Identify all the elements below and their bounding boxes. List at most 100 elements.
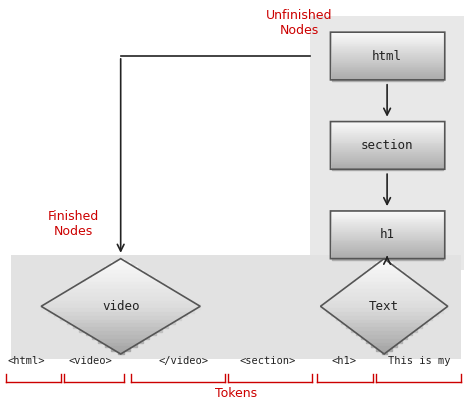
Bar xyxy=(332,240,443,242)
Bar xyxy=(332,131,443,134)
Bar xyxy=(336,316,432,320)
Bar xyxy=(332,53,443,56)
Bar xyxy=(332,46,443,48)
Bar xyxy=(332,162,443,164)
Bar xyxy=(326,308,443,312)
Bar xyxy=(332,135,443,138)
Bar xyxy=(332,144,443,148)
Bar xyxy=(332,78,443,81)
Bar xyxy=(332,234,443,237)
Bar xyxy=(118,259,124,263)
Bar xyxy=(92,274,149,278)
Bar xyxy=(60,293,181,297)
Bar xyxy=(332,249,443,252)
Bar xyxy=(332,143,443,145)
Bar xyxy=(86,278,156,282)
Bar xyxy=(332,141,443,143)
Text: Unfinished
Nodes: Unfinished Nodes xyxy=(266,9,333,37)
Bar xyxy=(73,323,169,328)
Bar xyxy=(332,70,443,73)
Text: html: html xyxy=(372,49,402,62)
Bar xyxy=(332,156,443,159)
Bar xyxy=(111,263,130,267)
Bar xyxy=(332,253,443,256)
Bar xyxy=(332,219,443,222)
Bar xyxy=(332,230,443,233)
Bar xyxy=(332,226,443,229)
Bar xyxy=(332,55,443,58)
Bar xyxy=(332,222,443,225)
Bar xyxy=(341,320,427,324)
Bar xyxy=(332,148,443,151)
Bar xyxy=(332,255,443,258)
Bar xyxy=(361,335,407,339)
Bar xyxy=(99,270,143,275)
Bar xyxy=(105,266,136,270)
Bar xyxy=(332,67,443,69)
Bar xyxy=(332,76,443,79)
Bar xyxy=(332,232,443,235)
Bar xyxy=(336,293,432,297)
Bar xyxy=(332,167,443,170)
Text: <html>: <html> xyxy=(8,356,45,366)
Bar xyxy=(332,211,443,214)
Bar xyxy=(332,228,443,231)
Bar xyxy=(332,236,443,239)
Bar xyxy=(361,274,407,278)
Bar xyxy=(332,242,443,245)
Bar xyxy=(332,72,443,75)
Bar xyxy=(332,61,443,64)
Bar xyxy=(332,224,443,227)
Text: This is my: This is my xyxy=(388,356,450,366)
Text: section: section xyxy=(361,139,413,152)
Bar xyxy=(332,127,443,130)
Bar xyxy=(326,300,443,305)
Bar xyxy=(332,59,443,62)
Text: Text: Text xyxy=(369,300,399,313)
Bar xyxy=(332,152,443,155)
Text: video: video xyxy=(102,300,139,313)
Bar xyxy=(332,125,443,128)
Bar xyxy=(332,47,443,50)
Bar xyxy=(332,34,443,37)
Bar xyxy=(332,74,443,77)
Bar xyxy=(332,139,443,142)
Bar xyxy=(332,129,443,132)
Bar xyxy=(332,42,443,45)
Bar xyxy=(332,123,443,126)
Bar xyxy=(332,251,443,254)
Bar xyxy=(79,282,162,286)
Bar xyxy=(41,305,200,309)
Text: Finished
Nodes: Finished Nodes xyxy=(47,210,99,238)
Bar xyxy=(332,247,443,250)
Bar xyxy=(92,335,149,339)
Bar xyxy=(86,331,156,335)
Bar xyxy=(332,51,443,54)
Bar xyxy=(332,133,443,136)
Bar xyxy=(105,342,136,347)
Bar xyxy=(366,339,402,343)
Bar xyxy=(346,323,422,328)
Bar xyxy=(332,44,443,46)
Bar xyxy=(351,327,417,332)
Bar xyxy=(356,331,412,335)
Text: h1: h1 xyxy=(379,228,395,241)
Bar xyxy=(73,285,169,290)
Bar xyxy=(111,346,130,351)
Text: <h1>: <h1> xyxy=(332,356,357,366)
Bar xyxy=(331,297,438,301)
Bar xyxy=(332,154,443,157)
Bar xyxy=(332,32,443,35)
Bar xyxy=(67,320,175,324)
Bar xyxy=(332,122,443,125)
Bar xyxy=(310,16,464,270)
Bar xyxy=(356,278,412,282)
Bar xyxy=(351,282,417,286)
Bar xyxy=(332,245,443,248)
Bar xyxy=(48,300,194,305)
Bar xyxy=(332,150,443,153)
Bar xyxy=(99,339,143,343)
Bar xyxy=(11,255,461,359)
Bar xyxy=(332,38,443,41)
Bar xyxy=(332,65,443,67)
